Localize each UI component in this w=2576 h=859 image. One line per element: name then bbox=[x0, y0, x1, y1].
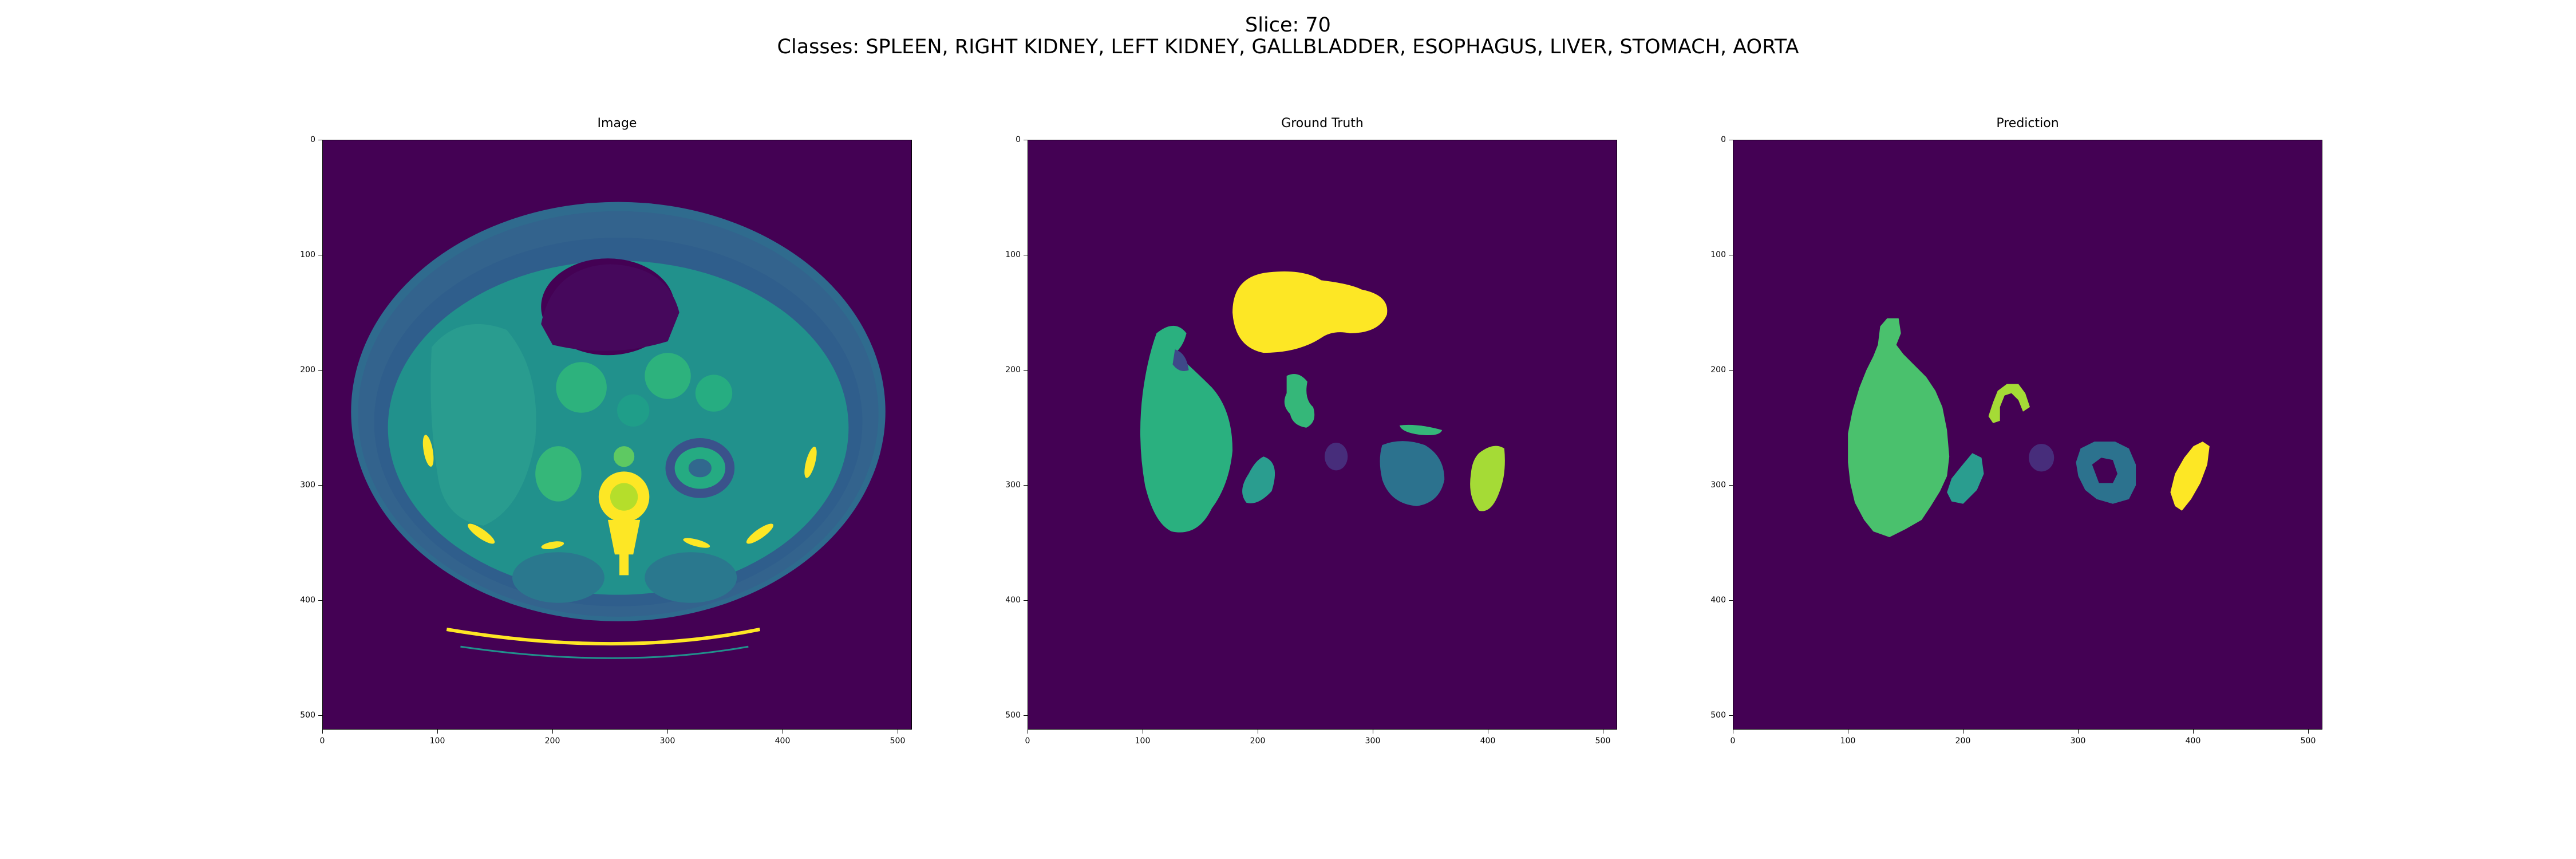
x-tick-label: 400 bbox=[2185, 736, 2201, 746]
ct-scan-image bbox=[322, 140, 912, 730]
gt-left-kidney bbox=[1380, 441, 1445, 506]
y-tick-label: 200 bbox=[1005, 365, 1021, 375]
y-tick-label: 0 bbox=[1016, 135, 1021, 144]
x-tick-label: 400 bbox=[1480, 736, 1496, 746]
x-tick-label: 200 bbox=[1250, 736, 1266, 746]
pred-aorta bbox=[2029, 444, 2055, 472]
y-tick-mark bbox=[318, 600, 322, 601]
ground-truth-panel-title: Ground Truth bbox=[1281, 116, 1364, 131]
y-tick-label: 100 bbox=[1710, 250, 1726, 259]
y-tick-mark bbox=[1024, 370, 1028, 371]
x-tick-label: 200 bbox=[1955, 736, 1971, 746]
x-tick-mark bbox=[2078, 730, 2079, 734]
figure-title-line-1: Slice: 70 bbox=[1245, 14, 1331, 37]
gt-stomach bbox=[1232, 271, 1388, 353]
x-tick-label: 300 bbox=[1365, 736, 1381, 746]
y-tick-label: 300 bbox=[300, 480, 315, 490]
prediction-panel-title: Prediction bbox=[1996, 116, 2059, 131]
y-tick-label: 400 bbox=[1710, 596, 1726, 605]
x-tick-label: 100 bbox=[1135, 736, 1151, 746]
pred-duodenum bbox=[1988, 384, 2030, 423]
gt-right-kidney bbox=[1242, 456, 1275, 503]
prediction-panel: Prediction 0 100 200 300 400 500 0 100 2… bbox=[1710, 116, 2322, 746]
x-tick-label: 500 bbox=[2300, 736, 2316, 746]
x-tick-label: 0 bbox=[1730, 736, 1736, 746]
figure-title-line-2: Classes: SPLEEN, RIGHT KIDNEY, LEFT KIDN… bbox=[777, 36, 1799, 58]
x-tick-mark bbox=[667, 730, 668, 734]
y-tick-mark bbox=[1024, 600, 1028, 601]
gt-liver bbox=[1140, 325, 1233, 533]
y-tick-label: 100 bbox=[1005, 250, 1021, 259]
gt-vessel bbox=[1399, 424, 1443, 436]
x-tick-label: 100 bbox=[429, 736, 445, 746]
y-tick-label: 300 bbox=[1710, 480, 1726, 490]
prediction-mask bbox=[1733, 140, 2322, 730]
y-tick-label: 0 bbox=[310, 135, 315, 144]
gt-duodenum bbox=[1284, 374, 1315, 428]
y-tick-mark bbox=[1729, 485, 1733, 486]
y-tick-mark bbox=[1729, 600, 1733, 601]
y-tick-mark bbox=[318, 370, 322, 371]
y-tick-mark bbox=[1729, 370, 1733, 371]
y-tick-mark bbox=[318, 485, 322, 486]
y-tick-mark bbox=[1729, 715, 1733, 716]
y-tick-label: 400 bbox=[1005, 596, 1021, 605]
y-tick-label: 200 bbox=[1710, 365, 1726, 375]
y-tick-label: 500 bbox=[300, 711, 315, 720]
image-panel-title: Image bbox=[597, 116, 637, 131]
ground-truth-mask bbox=[1028, 140, 1617, 730]
y-tick-label: 400 bbox=[300, 596, 315, 605]
gt-spleen bbox=[1470, 446, 1505, 511]
pred-liver bbox=[1848, 318, 1950, 538]
pred-spleen bbox=[2170, 442, 2210, 511]
x-tick-label: 300 bbox=[2070, 736, 2086, 746]
x-tick-mark bbox=[2193, 730, 2194, 734]
y-tick-label: 100 bbox=[300, 250, 315, 259]
image-panel: Image bbox=[300, 116, 912, 746]
y-tick-label: 500 bbox=[1710, 711, 1726, 720]
x-tick-label: 200 bbox=[544, 736, 560, 746]
y-tick-label: 0 bbox=[1721, 135, 1726, 144]
x-tick-label: 100 bbox=[1840, 736, 1856, 746]
x-tick-label: 0 bbox=[1025, 736, 1030, 746]
x-tick-mark bbox=[322, 730, 323, 734]
x-tick-mark bbox=[552, 730, 553, 734]
y-tick-mark bbox=[1024, 715, 1028, 716]
ground-truth-panel: Ground Truth 0 100 200 300 400 500 0 100… bbox=[1005, 116, 1617, 746]
pred-right-kidney bbox=[1947, 453, 1984, 504]
x-tick-label: 400 bbox=[775, 736, 791, 746]
x-tick-mark bbox=[2308, 730, 2309, 734]
x-tick-label: 500 bbox=[1595, 736, 1611, 746]
y-tick-label: 300 bbox=[1005, 480, 1021, 490]
y-tick-label: 200 bbox=[300, 365, 315, 375]
gt-aorta bbox=[1325, 443, 1348, 471]
x-tick-label: 300 bbox=[659, 736, 675, 746]
pred-left-kidney-hilum bbox=[2092, 458, 2117, 483]
x-tick-mark bbox=[437, 730, 438, 734]
y-tick-label: 500 bbox=[1005, 711, 1021, 720]
gt-small-structure bbox=[1172, 349, 1189, 371]
y-tick-mark bbox=[318, 715, 322, 716]
x-tick-label: 500 bbox=[890, 736, 906, 746]
y-tick-mark bbox=[1024, 485, 1028, 486]
x-tick-label: 0 bbox=[319, 736, 325, 746]
